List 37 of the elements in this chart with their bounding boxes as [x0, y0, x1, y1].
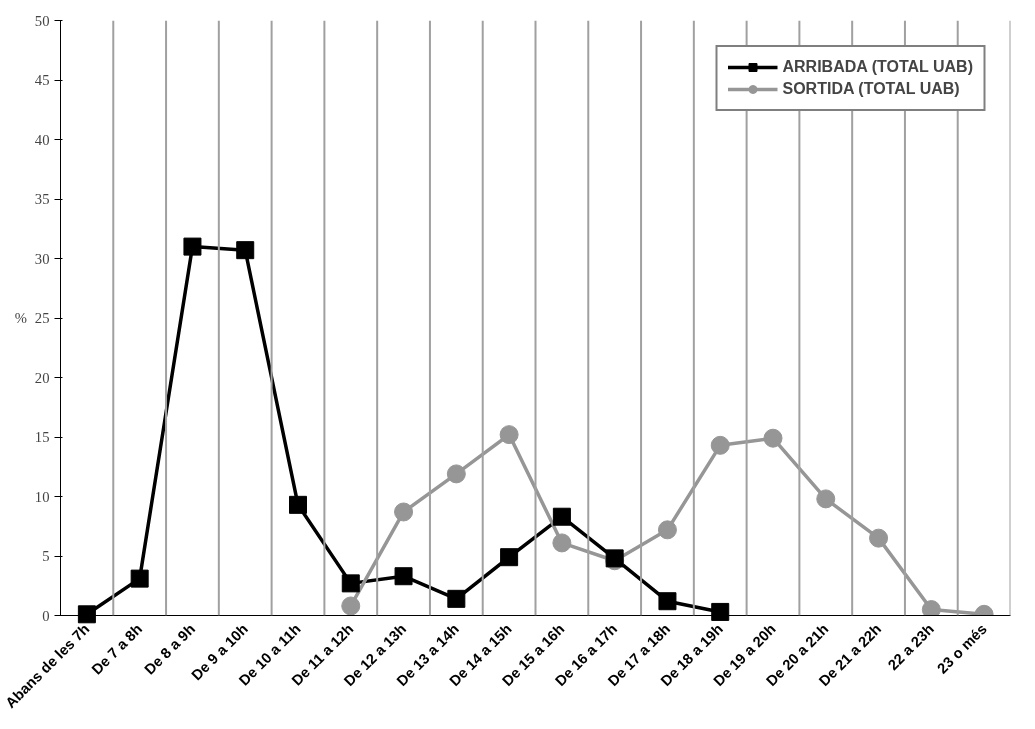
- point: [658, 592, 677, 611]
- y-axis-title: %: [14, 310, 27, 326]
- point: [711, 602, 730, 621]
- point: [657, 520, 677, 540]
- y-tick-label: 35: [34, 191, 50, 207]
- y-tick-label: 30: [34, 250, 50, 267]
- point: [236, 241, 255, 260]
- point: [183, 237, 202, 256]
- point: [500, 548, 519, 567]
- point: [446, 464, 466, 484]
- legend-label: ARRIBADA (TOTAL UAB): [782, 58, 973, 76]
- y-tick-label: 40: [34, 131, 50, 148]
- y-tick-label: 25: [34, 310, 50, 326]
- point: [552, 507, 571, 526]
- y-tick-label: 50: [34, 12, 50, 29]
- point: [710, 435, 730, 455]
- point: [341, 574, 360, 593]
- point: [816, 489, 836, 509]
- point: [447, 589, 466, 608]
- y-tick-label: 15: [34, 429, 50, 445]
- y-tick-label: 10: [34, 488, 50, 505]
- y-tick-label: 0: [42, 607, 50, 624]
- point: [394, 502, 414, 522]
- point: [289, 495, 307, 514]
- point: [341, 596, 361, 616]
- legend-label: SORTIDA (TOTAL UAB): [782, 80, 960, 98]
- point: [869, 528, 889, 548]
- y-tick-label: 20: [34, 369, 50, 386]
- y-tick-label: 5: [42, 548, 50, 564]
- point: [130, 569, 149, 588]
- point: [499, 425, 519, 445]
- point: [763, 428, 783, 448]
- y-tick-label: 45: [34, 72, 50, 88]
- point: [394, 567, 413, 586]
- point: [77, 605, 96, 624]
- point: [552, 533, 572, 553]
- point: [921, 600, 941, 616]
